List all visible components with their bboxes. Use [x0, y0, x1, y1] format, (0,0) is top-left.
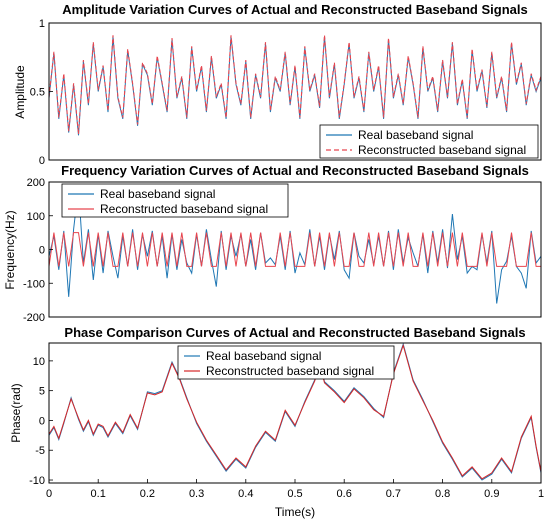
- y-tick-label: -10: [29, 475, 45, 487]
- panel-phase-xticks: 0 0.1 0.2 0.3 0.4 0.5 0.6 0.7 0.8 0.9 1: [46, 479, 544, 500]
- y-tick-label: 10: [33, 356, 45, 368]
- legend-label-real: Real baseband signal: [100, 187, 215, 201]
- panel-amplitude: Amplitude Variation Curves of Actual and…: [13, 2, 542, 167]
- panel-frequency-title: Frequency Variation Curves of Actual and…: [61, 163, 529, 178]
- panel-phase-legend: Real baseband signal Reconstructed baseb…: [177, 345, 395, 380]
- panel-frequency-series: [48, 187, 542, 304]
- panel-phase-yticks: -10 -5 0 5 10: [29, 356, 53, 487]
- legend-label-reconstructed: Reconstructed baseband signal: [206, 364, 374, 378]
- y-tick-label: 5: [39, 386, 45, 398]
- y-tick-label: 100: [27, 211, 45, 223]
- legend-label-reconstructed: Reconstructed baseband signal: [358, 143, 526, 157]
- panel-frequency: Frequency Variation Curves of Actual and…: [3, 163, 542, 324]
- x-tick-label: 0.1: [91, 488, 106, 500]
- y-tick-label: 0.5: [30, 87, 45, 99]
- y-tick-label: -5: [35, 445, 45, 457]
- x-tick-label: 0: [46, 488, 52, 500]
- panel-phase-xlabel: Time(s): [275, 505, 315, 519]
- x-tick-label: 1: [538, 488, 544, 500]
- series-line-reconstructed: [48, 343, 542, 480]
- x-tick-label: 0.9: [484, 488, 499, 500]
- x-tick-label: 0.8: [435, 488, 450, 500]
- panel-amplitude-yticks: 00.51: [30, 18, 53, 167]
- legend-label-real: Real baseband signal: [206, 349, 321, 363]
- legend-label-real: Real baseband signal: [358, 128, 473, 142]
- panel-frequency-legend: Real baseband signal Reconstructed baseb…: [61, 183, 289, 218]
- series-line-real: [48, 342, 542, 481]
- legend-box: [177, 345, 395, 380]
- y-tick-label: -100: [23, 278, 45, 290]
- y-tick-label: 200: [27, 177, 45, 189]
- panel-frequency-yticks: -200 -100 0 100 200: [23, 177, 53, 324]
- legend-label-reconstructed: Reconstructed baseband signal: [100, 202, 268, 216]
- panel-amplitude-series: [48, 35, 542, 136]
- panel-phase-title: Phase Comparison Curves of Actual and Re…: [64, 325, 525, 340]
- x-tick-label: 0.5: [287, 488, 302, 500]
- y-tick-label: 0: [39, 415, 45, 427]
- legend-box: [319, 124, 539, 159]
- series-line-real: [48, 36, 542, 136]
- panel-phase-ylabel: Phase(rad): [9, 383, 23, 442]
- y-tick-label: 0: [39, 155, 45, 167]
- x-tick-label: 0.3: [189, 488, 204, 500]
- panel-amplitude-legend: Real baseband signal Reconstructed baseb…: [319, 124, 539, 159]
- panel-amplitude-ylabel: Amplitude: [13, 65, 27, 119]
- panel-phase-series: [48, 342, 542, 481]
- y-tick-label: 1: [39, 18, 45, 30]
- y-tick-label: 0: [39, 245, 45, 257]
- x-tick-label: 0.7: [386, 488, 401, 500]
- panel-amplitude-title: Amplitude Variation Curves of Actual and…: [62, 2, 527, 17]
- legend-box: [61, 183, 289, 218]
- series-line-reconstructed: [48, 232, 541, 267]
- x-tick-label: 0.6: [337, 488, 352, 500]
- series-line-reconstructed: [48, 35, 542, 135]
- x-tick-label: 0.2: [140, 488, 155, 500]
- x-tick-label: 0.4: [238, 488, 253, 500]
- y-tick-label: -200: [23, 312, 45, 324]
- panel-phase: Phase Comparison Curves of Actual and Re…: [9, 325, 544, 519]
- panel-frequency-ylabel: Frequency(Hz): [3, 210, 17, 289]
